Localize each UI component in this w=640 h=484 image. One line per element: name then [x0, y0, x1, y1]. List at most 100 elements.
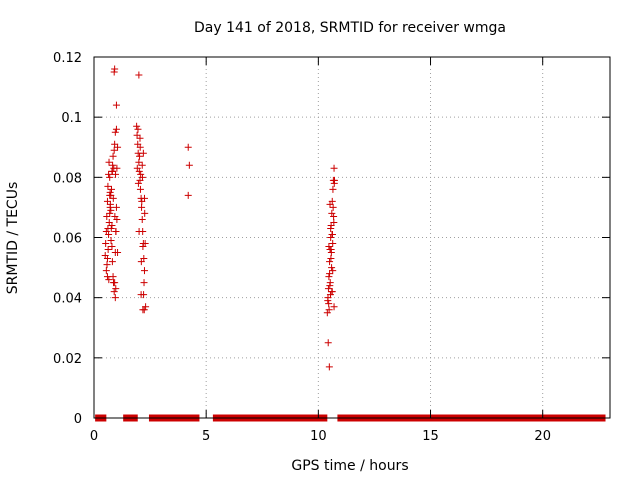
data-point — [106, 203, 114, 211]
data-point — [108, 258, 116, 266]
axis-ticks: 0 0.02 0.04 0.06 0.08 0.1 0.12 0 5 10 15 20 — [53, 51, 610, 444]
data-point — [137, 291, 145, 299]
x-tick-label: 0 — [90, 429, 98, 444]
data-point — [103, 197, 111, 205]
data-point — [325, 363, 333, 371]
data-point — [111, 65, 119, 73]
data-point — [323, 309, 331, 317]
data-point — [325, 243, 333, 251]
data-point — [112, 125, 120, 133]
data-point — [136, 152, 144, 160]
data-point — [102, 240, 110, 248]
data-point — [104, 246, 112, 254]
x-tick-label: 10 — [310, 429, 327, 444]
data-point — [133, 164, 141, 172]
data-point — [140, 194, 148, 202]
data-point — [138, 203, 146, 211]
data-point — [329, 203, 337, 211]
data-point — [103, 261, 111, 269]
data-point — [140, 306, 148, 314]
data-point — [141, 240, 149, 248]
data-point — [330, 164, 338, 172]
y-axis-label: SRMTID / TECUs — [5, 182, 21, 295]
data-point — [102, 267, 110, 275]
data-point — [141, 209, 149, 217]
data-point — [111, 140, 119, 148]
data-point — [111, 294, 119, 302]
x-tick-label: 15 — [422, 429, 439, 444]
data-point — [328, 209, 336, 217]
data-point — [108, 167, 116, 175]
data-point — [106, 191, 114, 199]
data-point — [328, 288, 336, 296]
data-point — [103, 212, 111, 220]
data-point — [135, 71, 143, 79]
data-point — [106, 209, 114, 217]
data-point — [112, 285, 120, 293]
data-point — [109, 152, 117, 160]
data-point — [325, 273, 333, 281]
data-point — [327, 224, 335, 232]
data-point — [107, 237, 115, 245]
y-tick-label: 0.02 — [53, 352, 82, 367]
data-point — [135, 158, 143, 166]
data-point — [330, 303, 338, 311]
data-point — [134, 125, 142, 133]
data-point — [185, 161, 193, 169]
data-point — [112, 170, 120, 178]
data-point — [136, 185, 144, 193]
data-point — [133, 131, 141, 139]
data-point — [324, 285, 332, 293]
data-point — [136, 143, 144, 151]
data-point — [104, 224, 112, 232]
data-points — [101, 65, 339, 371]
data-point — [137, 258, 145, 266]
data-point — [326, 270, 334, 278]
data-point — [114, 143, 122, 151]
data-point — [140, 267, 148, 275]
data-point — [326, 200, 334, 208]
y-tick-label: 0.06 — [53, 232, 82, 247]
data-point — [105, 230, 113, 238]
data-point — [327, 234, 335, 241]
data-point — [326, 279, 334, 287]
data-point — [326, 258, 334, 266]
data-point — [107, 185, 115, 193]
data-point — [110, 164, 118, 172]
data-point — [105, 276, 113, 284]
chart-title: Day 141 of 2018, SRMTID for receiver wmg… — [194, 20, 506, 36]
data-point — [109, 161, 117, 169]
data-point — [325, 300, 333, 308]
data-point — [105, 158, 113, 166]
data-point — [138, 161, 146, 169]
data-point — [133, 122, 141, 130]
data-point — [327, 255, 335, 263]
data-point — [324, 339, 332, 347]
data-point — [105, 170, 113, 178]
data-point — [329, 185, 337, 193]
y-tick-label: 0.04 — [53, 292, 82, 307]
y-tick-label: 0.08 — [53, 171, 82, 186]
data-point — [108, 243, 116, 251]
data-point — [109, 194, 117, 202]
data-point — [135, 227, 143, 235]
data-point — [329, 240, 337, 248]
y-tick-label: 0 — [74, 412, 82, 427]
data-point — [111, 128, 119, 136]
data-point — [184, 143, 192, 151]
data-point — [136, 134, 144, 142]
data-point — [106, 173, 114, 181]
x-tick-label: 20 — [534, 429, 551, 444]
data-point — [110, 146, 118, 154]
data-point — [103, 255, 111, 263]
y-tick-label: 0.12 — [53, 51, 82, 66]
data-point — [108, 221, 116, 229]
data-point — [330, 179, 338, 187]
x-axis-label: GPS time / hours — [291, 458, 408, 474]
data-point — [104, 182, 112, 190]
data-point — [134, 179, 142, 187]
data-point — [140, 279, 148, 287]
data-point — [112, 203, 120, 211]
data-point — [113, 215, 121, 223]
